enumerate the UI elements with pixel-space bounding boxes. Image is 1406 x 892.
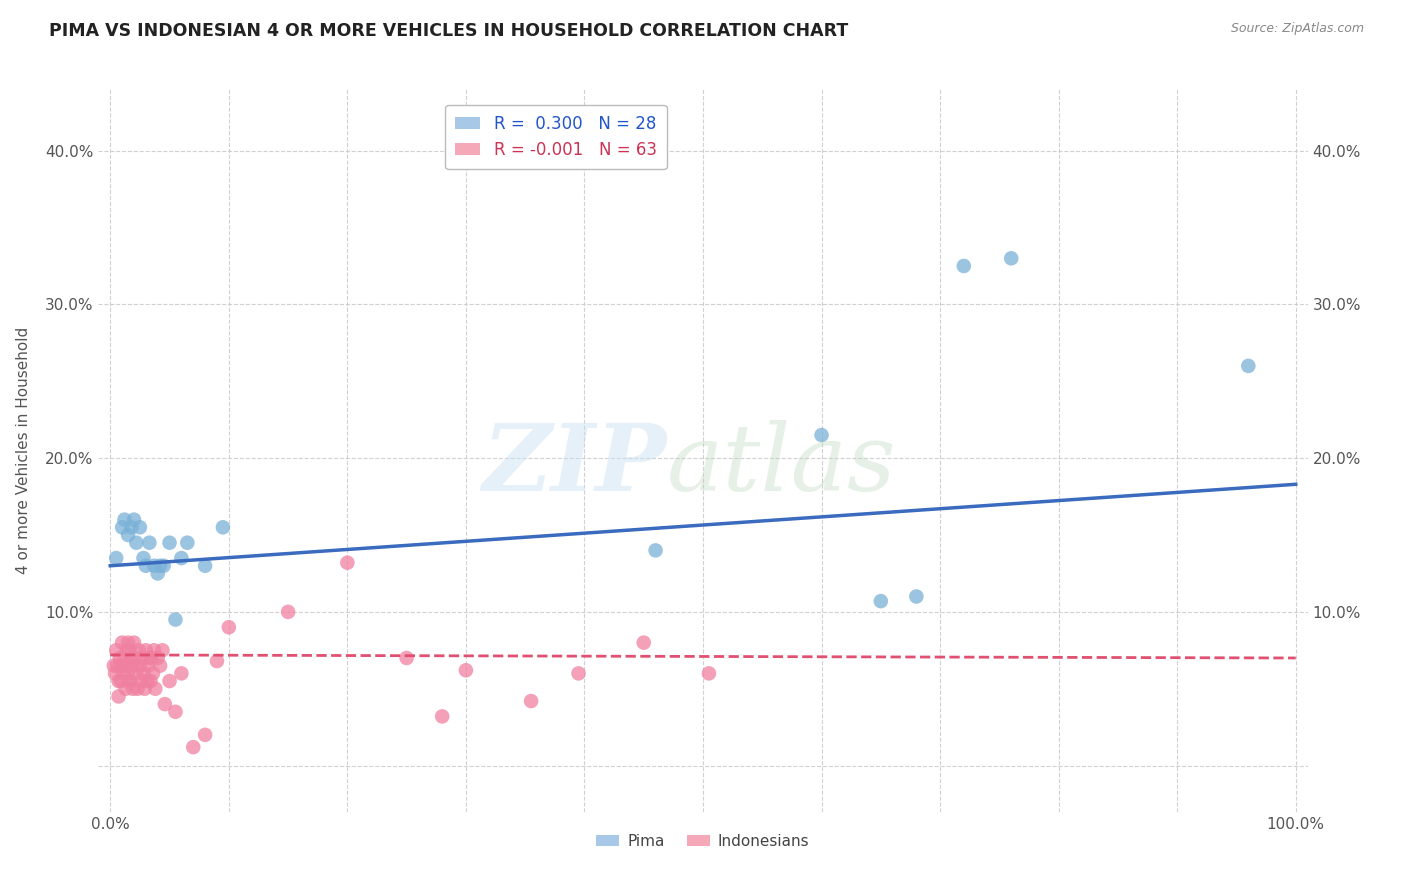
Point — [135, 643, 157, 657]
Point — [159, 535, 181, 549]
Point — [1237, 359, 1260, 373]
Point — [176, 535, 198, 549]
Point — [170, 551, 193, 566]
Point — [128, 643, 150, 657]
Point — [135, 558, 157, 573]
Point — [129, 658, 152, 673]
Point — [136, 658, 159, 673]
Point — [125, 666, 148, 681]
Point — [122, 635, 145, 649]
Point — [143, 681, 166, 696]
Point — [124, 651, 146, 665]
Point — [395, 651, 418, 665]
Point — [105, 551, 128, 566]
Text: atlas: atlas — [666, 420, 896, 510]
Point — [120, 674, 142, 689]
Point — [139, 674, 162, 689]
Point — [1000, 252, 1022, 266]
Y-axis label: 4 or more Vehicles in Household: 4 or more Vehicles in Household — [17, 326, 31, 574]
Point — [121, 658, 143, 673]
Point — [869, 594, 891, 608]
Legend: Pima, Indonesians: Pima, Indonesians — [591, 828, 815, 855]
Point — [159, 674, 181, 689]
Point — [194, 558, 217, 573]
Point — [697, 666, 720, 681]
Point — [103, 658, 125, 673]
Point — [117, 528, 139, 542]
Text: PIMA VS INDONESIAN 4 OR MORE VEHICLES IN HOUSEHOLD CORRELATION CHART: PIMA VS INDONESIAN 4 OR MORE VEHICLES IN… — [49, 22, 848, 40]
Point — [149, 658, 172, 673]
Point — [111, 658, 134, 673]
Point — [129, 674, 152, 689]
Point — [105, 658, 128, 673]
Text: ZIP: ZIP — [482, 420, 666, 510]
Point — [432, 709, 454, 723]
Point — [218, 620, 240, 634]
Point — [205, 654, 228, 668]
Point — [117, 635, 139, 649]
Point — [112, 666, 135, 681]
Point — [118, 643, 141, 657]
Point — [143, 558, 166, 573]
Point — [121, 520, 143, 534]
Point — [181, 740, 204, 755]
Point — [165, 705, 187, 719]
Point — [138, 535, 160, 549]
Point — [115, 658, 138, 673]
Point — [567, 666, 589, 681]
Point — [146, 651, 169, 665]
Point — [520, 694, 543, 708]
Point — [170, 666, 193, 681]
Point — [153, 697, 176, 711]
Point — [132, 666, 155, 681]
Point — [336, 556, 359, 570]
Point — [121, 651, 143, 665]
Point — [107, 674, 129, 689]
Point — [152, 558, 174, 573]
Point — [118, 674, 141, 689]
Point — [122, 658, 145, 673]
Point — [114, 681, 136, 696]
Point — [107, 690, 129, 704]
Point — [104, 666, 127, 681]
Point — [129, 520, 152, 534]
Point — [110, 674, 132, 689]
Point — [149, 558, 172, 573]
Point — [127, 681, 149, 696]
Point — [134, 681, 156, 696]
Point — [121, 681, 143, 696]
Point — [136, 674, 159, 689]
Point — [644, 543, 666, 558]
Point — [108, 651, 131, 665]
Point — [115, 643, 138, 657]
Point — [194, 728, 217, 742]
Point — [111, 635, 134, 649]
Point — [117, 666, 139, 681]
Text: Source: ZipAtlas.com: Source: ZipAtlas.com — [1230, 22, 1364, 36]
Point — [138, 651, 160, 665]
Point — [141, 651, 163, 665]
Point — [143, 643, 166, 657]
Point — [277, 605, 299, 619]
Point — [114, 513, 136, 527]
Point — [952, 259, 974, 273]
Point — [105, 643, 128, 657]
Point — [212, 520, 235, 534]
Point — [152, 643, 174, 657]
Point — [810, 428, 832, 442]
Point — [454, 663, 477, 677]
Point — [142, 666, 165, 681]
Point — [125, 535, 148, 549]
Point — [905, 590, 928, 604]
Point — [111, 520, 134, 534]
Point — [633, 635, 655, 649]
Point — [122, 513, 145, 527]
Point — [114, 651, 136, 665]
Point — [146, 566, 169, 581]
Point — [132, 551, 155, 566]
Point — [165, 613, 187, 627]
Point — [131, 651, 153, 665]
